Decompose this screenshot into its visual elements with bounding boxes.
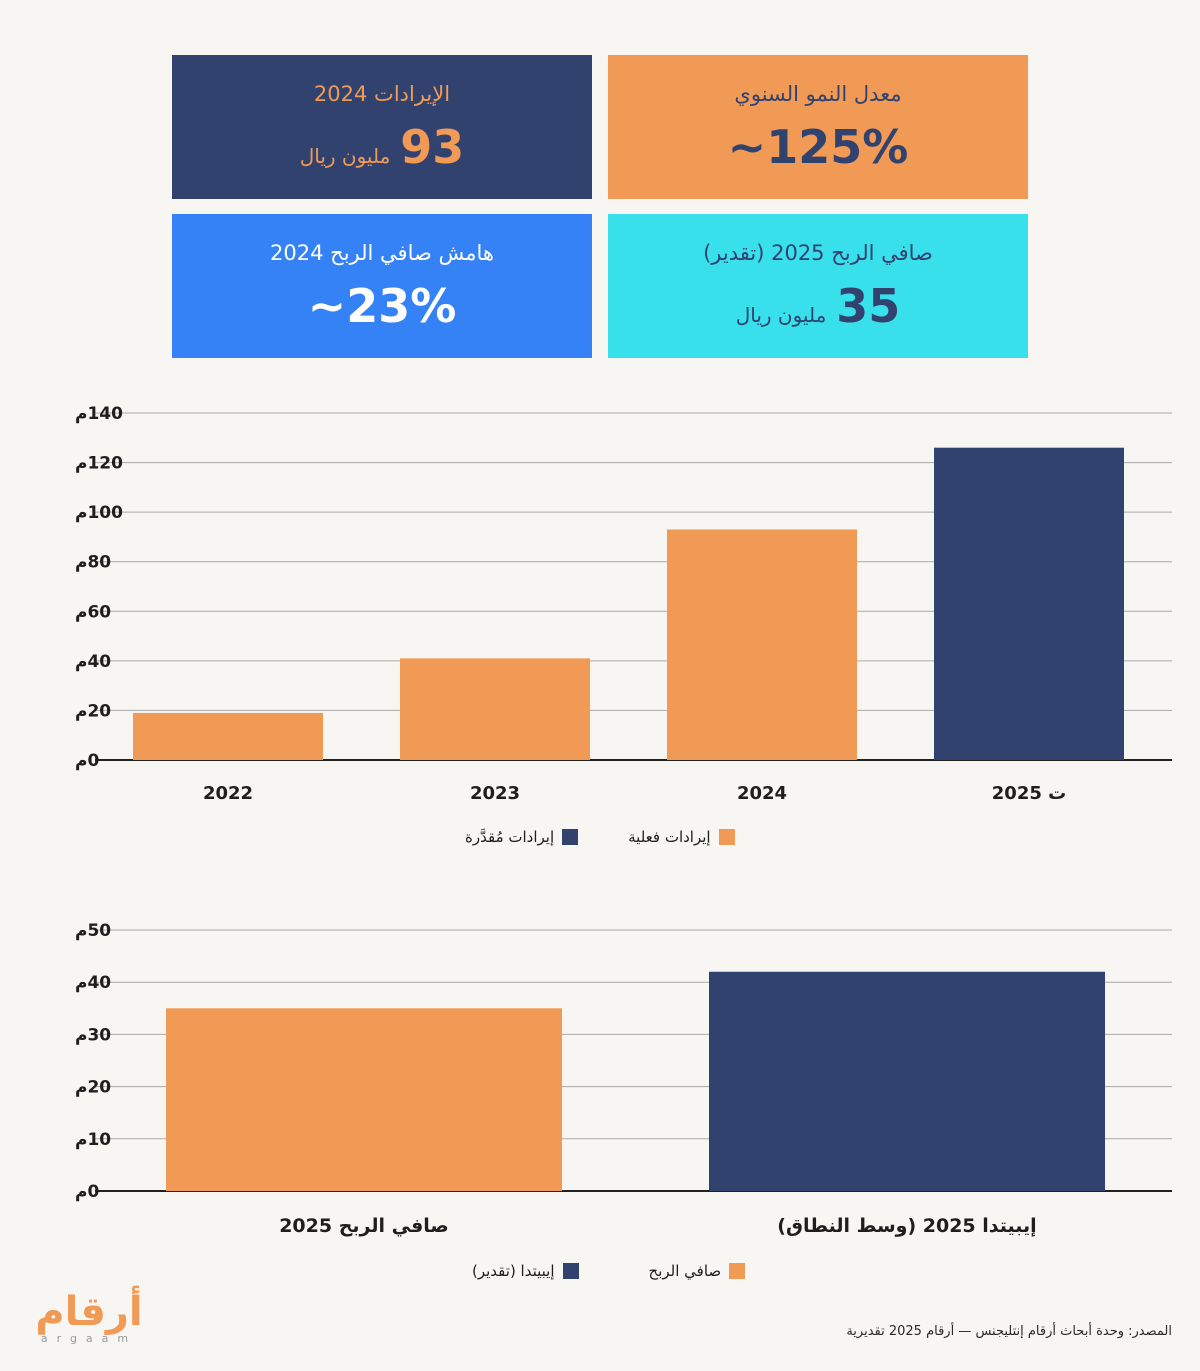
revenue-bar-chart: 0م 20م 40م 60م 80م 100م 120م 140م 2022 2023 2024 ت … <box>75 404 1172 804</box>
y-tick-label: 80م <box>75 553 111 573</box>
y-tick-label: 20م <box>75 1078 111 1098</box>
legend-item-actual: إيرادات فعلية <box>628 828 735 846</box>
legend-label: إيرادات فعلية <box>628 828 711 846</box>
y-tick-label: 0م <box>75 1182 99 1202</box>
net-margin-card: هامش صافي الربح 2024 ~23% <box>172 214 592 358</box>
y-tick-label: 60م <box>75 602 111 622</box>
bar <box>667 529 857 760</box>
card-title: الإيرادات 2024 <box>313 82 451 106</box>
card-value: ~125% <box>728 120 909 174</box>
y-tick-label: 120م <box>75 454 123 474</box>
x-tick-label: 2022 <box>203 783 253 804</box>
y-tick-label: 20م <box>75 701 111 721</box>
legend-swatch-navy <box>562 829 579 845</box>
y-tick-label: 140م <box>75 404 123 424</box>
x-tick-label: 2023 <box>470 783 520 804</box>
card-unit: مليون ريال <box>299 144 391 168</box>
x-tick-label: 2024 <box>737 783 787 804</box>
bar <box>133 712 323 760</box>
annual-growth-card: معدل النمو السنوي ~125% <box>608 55 1028 199</box>
revenue-2024-card: الإيرادات 2024 93 مليون ريال <box>172 55 592 199</box>
y-tick-label: 100م <box>75 503 123 523</box>
net-profit-2025-card: صافي الربح 2025 (تقدير) 35 مليون ريال <box>608 214 1028 358</box>
card-big-number: ~125% <box>727 120 909 174</box>
legend-label: إيرادات مُقدَّرة <box>465 828 555 846</box>
ebitda-profit-bar-chart: 0م 10م 20م 30م 40م 50م إيبيتدا 2025 (وسط النطا… <box>75 921 1172 1237</box>
card-value: 93 مليون ريال <box>300 120 465 174</box>
legend-swatch-orange <box>718 829 735 845</box>
bar <box>934 447 1124 760</box>
card-value: ~23% <box>308 279 457 333</box>
card-value: 35 مليون ريال <box>736 279 901 333</box>
card-big-number: 93 <box>400 120 465 174</box>
y-tick-label: 40م <box>75 652 111 672</box>
source-note: المصدر: وحدة أبحاث أرقام إنتليجنس — أرقا… <box>846 1324 1172 1339</box>
card-title: معدل النمو السنوي <box>734 82 902 106</box>
card-big-number: 35 <box>836 279 901 333</box>
y-tick-label: 30م <box>75 1025 111 1045</box>
logo-arabic: أرقام <box>35 1289 143 1335</box>
card-big-number: ~23% <box>307 279 457 333</box>
bar <box>166 1008 562 1191</box>
argaam-logo: أرقام argaam <box>30 1292 148 1348</box>
legend-item-ebitda: إيبيتدا (تقدير) <box>472 1262 579 1280</box>
legend-item-net-profit: صافي الربح <box>649 1262 746 1280</box>
y-tick-label: 10م <box>75 1130 111 1150</box>
y-tick-label: 50م <box>75 921 111 941</box>
legend-item-estimated: إيرادات مُقدَّرة <box>465 828 579 846</box>
x-tick-label: صافي الربح 2025 <box>279 1215 449 1237</box>
legend-label: إيبيتدا (تقدير) <box>472 1262 555 1280</box>
y-tick-label: 0م <box>75 751 99 771</box>
revenue-chart-legend: إيرادات فعلية إيرادات مُقدَّرة <box>465 828 735 846</box>
legend-swatch-orange <box>729 1263 746 1279</box>
legend-swatch-navy <box>562 1263 579 1279</box>
card-unit: مليون ريال <box>735 303 827 327</box>
profit-chart-legend: صافي الربح إيبيتدا (تقدير) <box>472 1262 746 1280</box>
x-tick-label: إيبيتدا 2025 (وسط النطاق) <box>777 1215 1036 1237</box>
y-tick-label: 40م <box>75 973 111 993</box>
bar <box>400 658 590 760</box>
legend-label: صافي الربح <box>648 1262 722 1280</box>
bar <box>709 971 1105 1191</box>
card-title: صافي الربح 2025 (تقدير) <box>703 241 933 265</box>
x-tick-label: ت 2025 <box>992 783 1066 804</box>
card-title: هامش صافي الربح 2024 <box>270 241 494 265</box>
logo-latin: argaam <box>40 1332 138 1345</box>
